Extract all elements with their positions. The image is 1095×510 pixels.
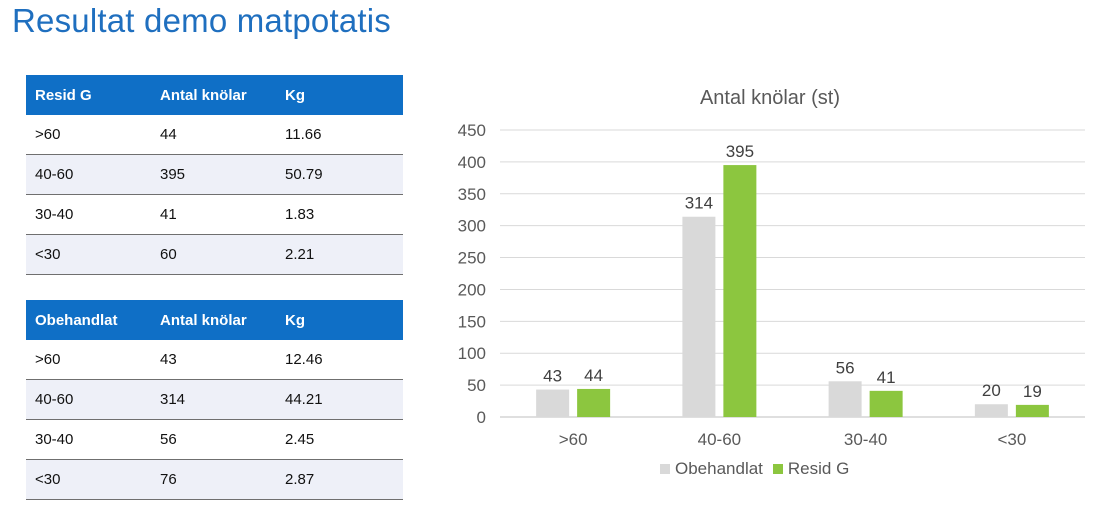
x-tick-label: <30 — [997, 430, 1026, 449]
data-label: 41 — [877, 368, 896, 387]
chart-grid — [500, 129, 1085, 418]
y-tick-label: 50 — [467, 376, 486, 395]
table-header-row: Resid G Antal knölar Kg — [26, 75, 403, 115]
table-header-cell: Antal knölar — [151, 300, 276, 340]
table-row: >60 43 12.46 — [26, 340, 403, 380]
table-cell: 60 — [151, 234, 276, 275]
table-header-cell: Antal knölar — [151, 75, 276, 115]
table-header-row: Obehandlat Antal knölar Kg — [26, 300, 403, 340]
y-tick-label: 150 — [458, 312, 486, 331]
bar — [536, 389, 570, 417]
legend-item-resid-g: Resid G — [772, 459, 850, 479]
bar — [682, 216, 716, 417]
x-axis: >60 40-60 30-40 <30 — [559, 430, 1027, 449]
table-cell: 30-40 — [26, 194, 151, 235]
table-cell: 11.66 — [276, 115, 403, 155]
table-cell: >60 — [26, 340, 151, 380]
y-tick-label: 0 — [477, 408, 486, 427]
y-axis: 0 50 100 150 200 250 300 350 400 450 — [458, 121, 486, 427]
legend-swatch — [772, 464, 783, 474]
data-label: 20 — [982, 381, 1001, 400]
table-cell: 314 — [151, 379, 276, 420]
table-cell: 44.21 — [276, 379, 403, 420]
table-header-cell: Kg — [276, 75, 403, 115]
table-header-cell: Resid G — [26, 75, 151, 115]
table-header-cell: Kg — [276, 300, 403, 340]
table-cell: 30-40 — [26, 419, 151, 460]
bar — [828, 381, 862, 417]
table-row: <30 76 2.87 — [26, 459, 403, 500]
bar — [577, 388, 611, 417]
table-row: 40-60 395 50.79 — [26, 154, 403, 195]
table-cell: 12.46 — [276, 340, 403, 380]
table-cell: >60 — [26, 115, 151, 155]
bar — [869, 390, 903, 417]
table-row: 30-40 56 2.45 — [26, 419, 403, 460]
chart-legend: Obehandlat Resid G — [660, 459, 849, 479]
data-label: 19 — [1023, 382, 1042, 401]
table-cell: 2.21 — [276, 234, 403, 275]
page-title: Resultat demo matpotatis — [12, 2, 391, 39]
x-tick-label: 30-40 — [844, 430, 887, 449]
y-tick-label: 300 — [458, 217, 486, 236]
legend-swatch — [660, 464, 670, 474]
table-cell: 40-60 — [26, 379, 151, 420]
y-tick-label: 100 — [458, 344, 486, 363]
bar — [974, 404, 1008, 417]
data-label: 56 — [836, 358, 855, 377]
table-row: 40-60 314 44.21 — [26, 379, 403, 420]
table-header-cell: Obehandlat — [26, 300, 151, 340]
table-cell: 56 — [151, 419, 276, 460]
table-cell: 50.79 — [276, 154, 403, 195]
table-cell: <30 — [26, 459, 151, 500]
data-label: 314 — [685, 194, 713, 213]
table-cell: 395 — [151, 154, 276, 195]
legend-label: Obehandlat — [675, 459, 763, 478]
y-tick-label: 400 — [458, 153, 486, 172]
data-label: 43 — [543, 367, 562, 386]
y-tick-label: 200 — [458, 280, 486, 299]
data-label: 44 — [584, 366, 603, 385]
y-tick-label: 350 — [458, 185, 486, 204]
y-tick-label: 450 — [458, 121, 486, 140]
x-tick-label: >60 — [559, 430, 588, 449]
table-cell: 76 — [151, 459, 276, 500]
table-row: <30 60 2.21 — [26, 234, 403, 275]
chart-title: Antal knölar (st) — [699, 87, 841, 109]
legend-item-obehandlat: Obehandlat — [660, 459, 763, 479]
table-row: >60 44 11.66 — [26, 115, 403, 155]
table-cell: 2.45 — [276, 419, 403, 460]
table-cell: 41 — [151, 194, 276, 235]
table-cell: 2.87 — [276, 459, 403, 500]
legend-label: Resid G — [787, 459, 850, 478]
data-label: 395 — [726, 142, 754, 161]
table-cell: 40-60 — [26, 154, 151, 195]
bar-chart: 0 50 100 150 200 250 300 350 400 450 43 44 314 395 56… — [458, 121, 1085, 449]
y-tick-label: 250 — [458, 249, 486, 268]
obehandlat-table: Obehandlat Antal knölar Kg >60 43 12.46 … — [26, 300, 403, 500]
bar — [723, 165, 757, 417]
bar — [1015, 404, 1049, 417]
bar-group: 43 44 314 395 56 41 20 19 — [536, 142, 1049, 417]
table-cell: 1.83 — [276, 194, 403, 235]
table-row: 30-40 41 1.83 — [26, 194, 403, 235]
x-tick-label: 40-60 — [698, 430, 741, 449]
table-cell: 44 — [151, 115, 276, 155]
table-cell: 43 — [151, 340, 276, 380]
resid-g-table: Resid G Antal knölar Kg >60 44 11.66 40-… — [26, 75, 403, 275]
table-cell: <30 — [26, 234, 151, 275]
